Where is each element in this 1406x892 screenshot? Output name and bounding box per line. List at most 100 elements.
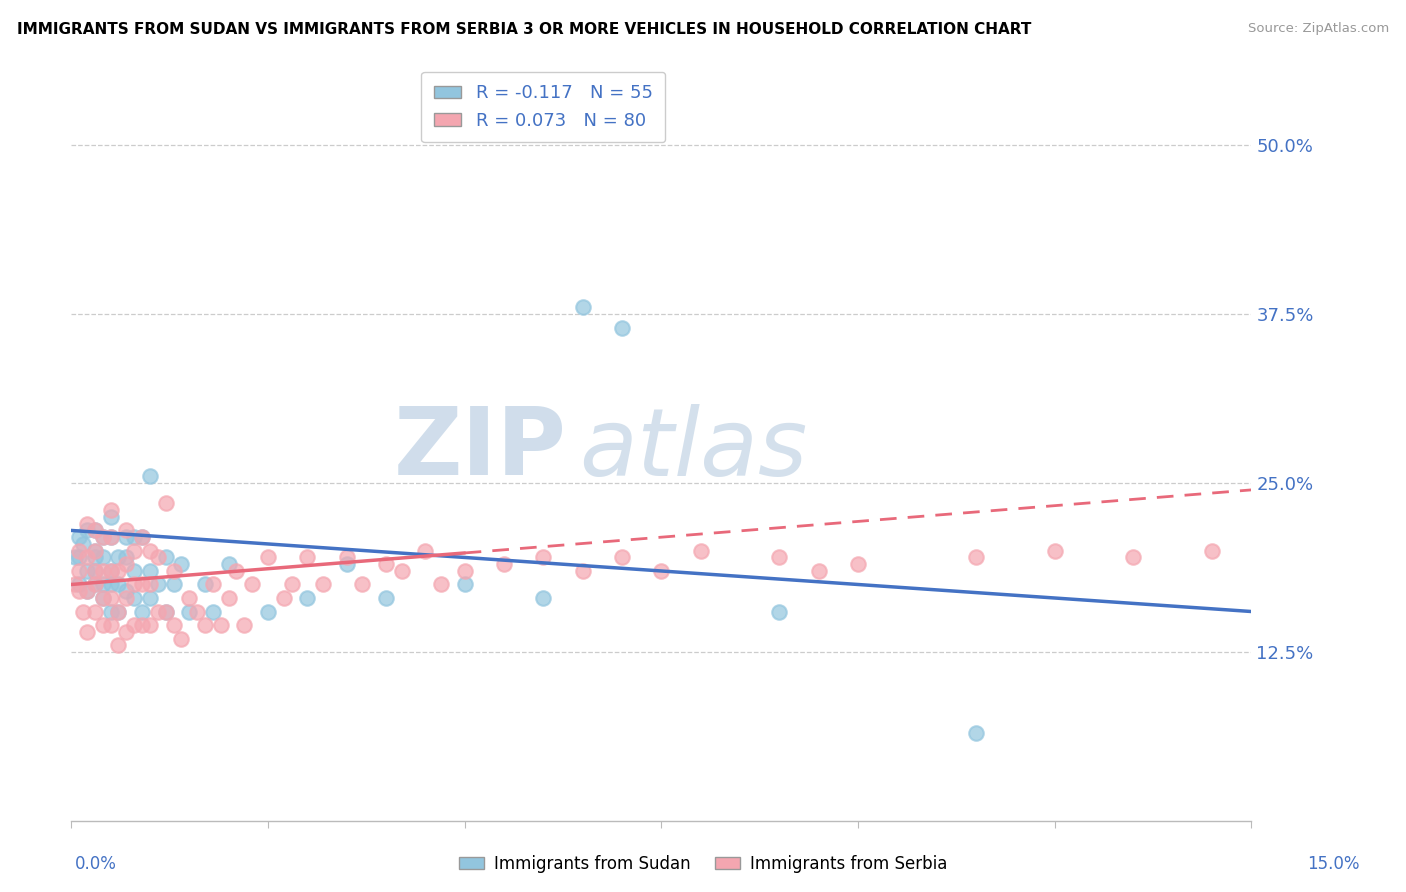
Point <box>91 530 114 544</box>
Point <box>107 564 129 578</box>
Point <box>352 577 374 591</box>
Point <box>273 591 295 605</box>
Point <box>155 605 177 619</box>
Point <box>100 564 122 578</box>
Point <box>413 543 436 558</box>
Point <box>100 510 122 524</box>
Legend: R = -0.117   N = 55, R = 0.073   N = 80: R = -0.117 N = 55, R = 0.073 N = 80 <box>422 72 665 142</box>
Point <box>83 564 105 578</box>
Point <box>209 618 232 632</box>
Point <box>139 564 162 578</box>
Text: Source: ZipAtlas.com: Source: ZipAtlas.com <box>1249 22 1389 36</box>
Point <box>115 558 138 572</box>
Point <box>965 726 987 740</box>
Point <box>194 618 217 632</box>
Point <box>280 577 302 591</box>
Point <box>115 624 138 639</box>
Point <box>297 591 319 605</box>
Point <box>155 496 177 510</box>
Point <box>76 624 98 639</box>
Point <box>83 577 105 591</box>
Point <box>155 605 177 619</box>
Point <box>571 564 593 578</box>
Point <box>91 577 114 591</box>
Point <box>131 577 153 591</box>
Point <box>83 564 105 578</box>
Point <box>122 577 145 591</box>
Point <box>146 605 169 619</box>
Point <box>146 550 169 565</box>
Point <box>218 558 240 572</box>
Point <box>83 577 105 591</box>
Point <box>1122 550 1144 565</box>
Point <box>63 577 86 591</box>
Point <box>531 591 554 605</box>
Point <box>107 605 129 619</box>
Point <box>179 605 201 619</box>
Point <box>201 577 224 591</box>
Point <box>107 550 129 565</box>
Point <box>610 550 633 565</box>
Legend: Immigrants from Sudan, Immigrants from Serbia: Immigrants from Sudan, Immigrants from S… <box>451 848 955 880</box>
Point <box>83 543 105 558</box>
Point <box>122 543 145 558</box>
Point <box>155 550 177 565</box>
Point <box>571 301 593 315</box>
Point <box>768 605 790 619</box>
Point <box>162 618 184 632</box>
Point <box>76 524 98 538</box>
Point <box>91 550 114 565</box>
Point <box>67 543 90 558</box>
Point <box>131 605 153 619</box>
Point <box>139 591 162 605</box>
Point <box>179 591 201 605</box>
Point <box>257 605 280 619</box>
Point <box>83 524 105 538</box>
Point <box>312 577 335 591</box>
Point <box>139 543 162 558</box>
Point <box>131 618 153 632</box>
Point <box>91 618 114 632</box>
Point <box>375 558 398 572</box>
Point <box>1201 543 1223 558</box>
Point <box>83 605 105 619</box>
Text: IMMIGRANTS FROM SUDAN VS IMMIGRANTS FROM SERBIA 3 OR MORE VEHICLES IN HOUSEHOLD : IMMIGRANTS FROM SUDAN VS IMMIGRANTS FROM… <box>17 22 1031 37</box>
Point <box>107 638 129 652</box>
Point <box>100 503 122 517</box>
Point <box>131 530 153 544</box>
Point <box>76 584 98 599</box>
Point <box>186 605 208 619</box>
Point <box>297 550 319 565</box>
Text: 15.0%: 15.0% <box>1306 855 1360 872</box>
Point <box>965 550 987 565</box>
Point <box>72 605 94 619</box>
Point <box>122 564 145 578</box>
Point <box>63 550 86 565</box>
Point <box>201 605 224 619</box>
Point <box>139 577 162 591</box>
Point <box>807 564 830 578</box>
Point <box>218 591 240 605</box>
Point <box>115 550 138 565</box>
Point <box>162 577 184 591</box>
Point <box>83 524 105 538</box>
Point <box>91 530 114 544</box>
Point <box>453 564 475 578</box>
Point <box>336 558 359 572</box>
Point <box>846 558 869 572</box>
Point <box>531 550 554 565</box>
Point <box>72 537 94 551</box>
Point <box>83 550 105 565</box>
Point <box>170 558 193 572</box>
Point <box>492 558 515 572</box>
Point <box>689 543 711 558</box>
Point <box>225 564 247 578</box>
Point <box>115 584 138 599</box>
Point <box>67 530 90 544</box>
Text: 0.0%: 0.0% <box>75 855 117 872</box>
Point <box>162 564 184 578</box>
Point <box>139 618 162 632</box>
Text: ZIP: ZIP <box>394 403 567 495</box>
Point <box>100 618 122 632</box>
Point <box>76 564 98 578</box>
